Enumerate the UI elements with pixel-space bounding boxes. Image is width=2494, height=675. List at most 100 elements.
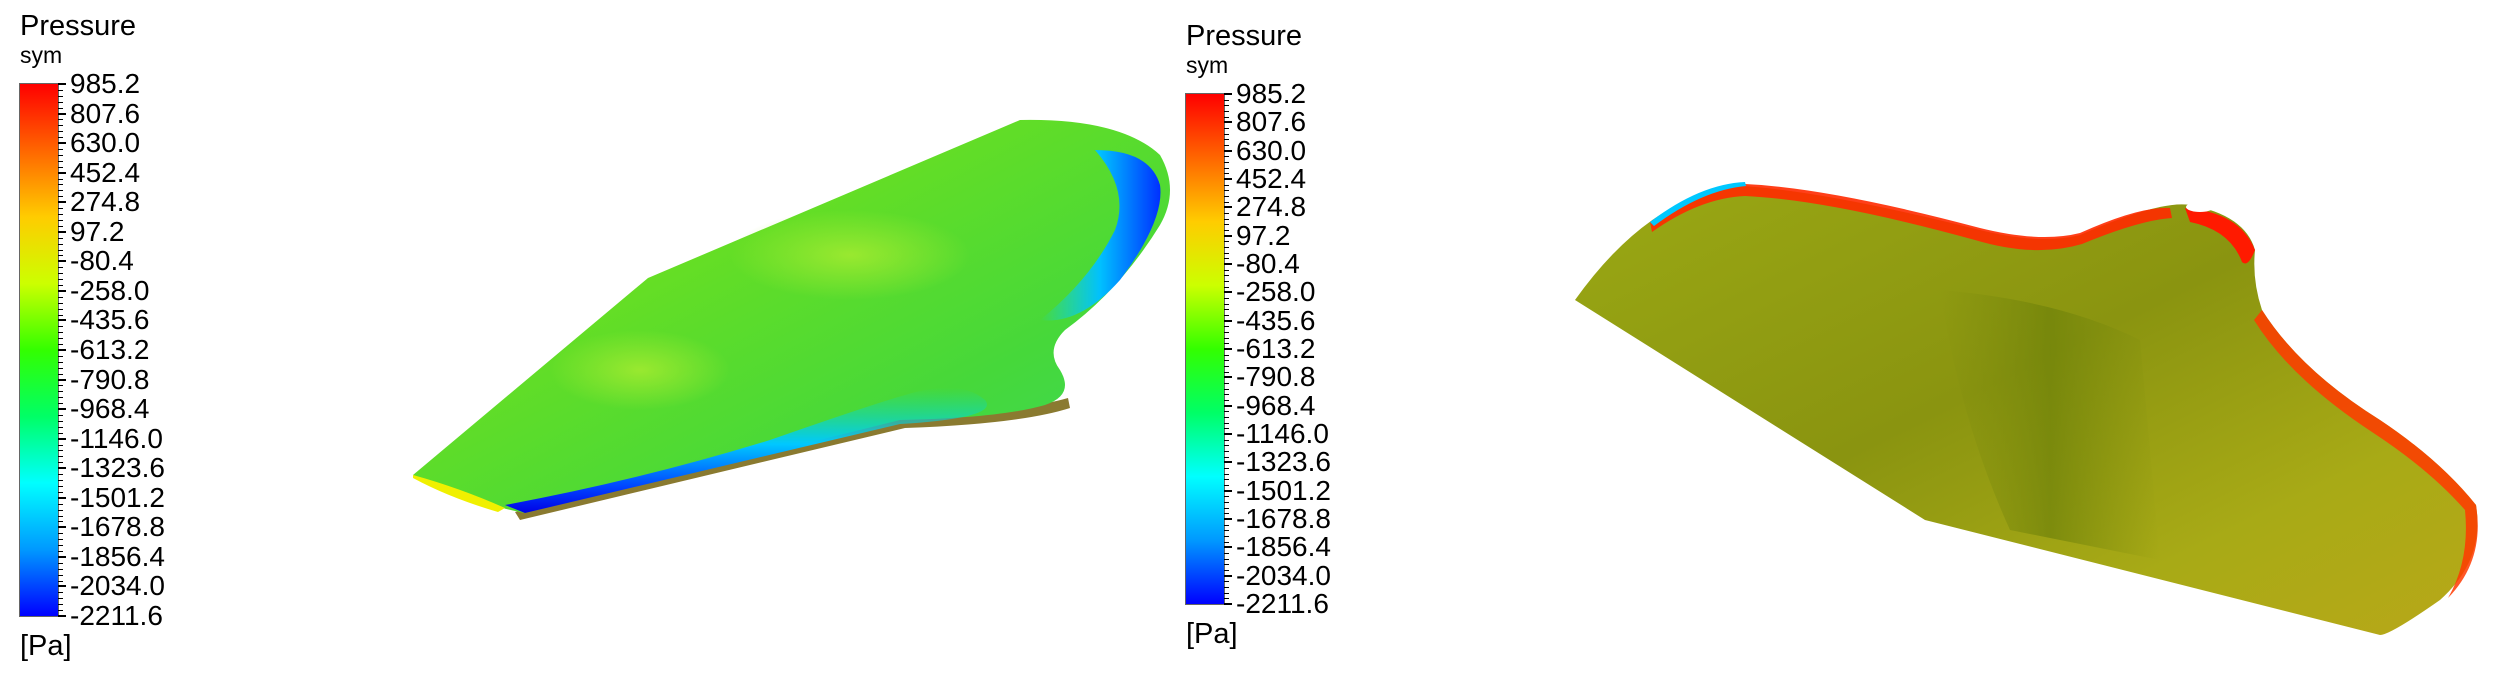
legend-minor-tick [1224,105,1229,107]
contour-panel-right: Pressure sym 985.2 807.6 630.0 452.4 274.8 97… [1180,0,2494,675]
surface-highlight [730,210,970,300]
legend-minor-tick [58,391,63,393]
legend-level-label: 807.6 [1236,106,1307,138]
legend-minor-tick [1224,513,1229,515]
low-pressure-band [505,387,987,513]
legend-tick [1224,178,1232,180]
legend-minor-tick [58,302,63,304]
legend-level-label: -1323.6 [70,452,165,484]
legend-minor-tick [58,137,63,139]
legend-minor-tick [58,533,63,535]
legend-minor-tick [58,249,63,251]
legend-minor-tick [58,154,63,156]
legend-minor-tick [58,545,63,547]
legend-minor-tick [58,184,63,186]
legend-minor-tick [1224,332,1229,333]
legend-minor-tick [1224,201,1229,203]
legend-minor-tick [1224,473,1229,475]
legend-level-label: 97.2 [70,215,125,247]
legend-minor-tick [1224,116,1229,118]
legend-level-label: -790.8 [70,363,150,395]
legend-level-label: 274.8 [1236,191,1307,223]
legend-minor-tick [58,208,63,210]
stagnation-point [2186,202,2214,212]
legend-minor-tick [1224,252,1229,254]
legend-level-label: -80.4 [1236,248,1300,279]
legend-minor-tick [58,166,63,168]
legend-minor-tick [58,308,63,310]
legend-unit: [Pa] [1186,618,1238,650]
legend-minor-tick [58,149,63,151]
legend-minor-tick [1224,439,1229,441]
legend-minor-tick [58,119,63,121]
legend-tick [58,496,66,499]
legend-minor-tick [58,243,63,245]
legend-minor-tick [1224,451,1229,452]
legend-tick [58,142,66,145]
legend-tick [58,289,66,292]
legend-minor-tick [58,225,63,227]
legend-minor-tick [58,355,63,357]
airfoil-surface-right [1575,182,2478,635]
legend-minor-tick [1224,553,1229,554]
legend-level-label: -790.8 [1236,361,1316,393]
legend-minor-tick [1224,366,1229,367]
low-pressure-rim [1650,182,1746,226]
legend-minor-tick [1224,428,1229,430]
legend-minor-tick [58,255,63,257]
legend-minor-tick [1224,524,1229,526]
legend-minor-tick [1224,162,1229,163]
surface-highlight [550,330,730,410]
pressure-legend: Pressure sym 985.2 807.6 630.0 452.4 274.8 97… [19,12,180,662]
legend-minor-tick [1224,247,1229,248]
legend-minor-tick [58,562,63,564]
legend-minor-tick [1224,383,1229,384]
legend-tick [58,201,66,204]
legend-minor-tick [1224,354,1229,356]
legend-minor-tick [58,190,63,192]
legend-tick [1224,291,1232,294]
legend-minor-tick [1224,468,1229,469]
legend-subtitle: sym [1186,52,1229,78]
legend-tick [1224,603,1232,605]
legend-tick [58,526,66,529]
legend-minor-tick [1224,269,1229,271]
legend-tick [58,83,66,85]
legend-minor-tick [1224,173,1229,175]
legend-tick [1224,319,1232,322]
legend-minor-tick [58,509,63,511]
legend-minor-tick [1224,536,1229,537]
legend-minor-tick [58,219,63,221]
legend-level-label: 274.8 [70,186,141,218]
legend-minor-tick [1224,496,1229,498]
legend-minor-tick [58,296,63,298]
legend-level-label: 807.6 [70,97,141,129]
legend-tick [1224,489,1232,492]
legend-minor-tick [58,178,63,180]
legend-level-label: -1678.8 [70,511,165,543]
legend-minor-tick [58,373,63,375]
legend-minor-tick [58,95,63,97]
legend-minor-tick [1224,303,1229,305]
legend-minor-tick [58,550,63,552]
legend-minor-tick [1224,337,1229,339]
legend-minor-tick [1224,570,1229,571]
legend-minor-tick [1224,456,1229,458]
legend-tick [1224,93,1232,95]
legend-minor-tick [1224,564,1229,566]
legend-minor-tick [1224,218,1229,220]
legend-minor-tick [1224,99,1229,101]
legend-level-label: 630.0 [70,127,141,159]
surface-view-left [413,119,1170,520]
legend-minor-tick [58,267,63,269]
legend-level-label: 630.0 [1236,134,1307,166]
legend-minor-tick [1224,128,1229,129]
legend-minor-tick [58,592,63,594]
legend-minor-tick [1224,213,1229,214]
legend-level-label: -435.6 [1236,304,1316,336]
legend-tick [58,467,66,470]
legend-minor-tick [58,456,63,458]
legend-minor-tick [1224,298,1229,299]
legend-minor-tick [1224,445,1229,447]
legend-level-label: -1678.8 [1236,503,1331,534]
